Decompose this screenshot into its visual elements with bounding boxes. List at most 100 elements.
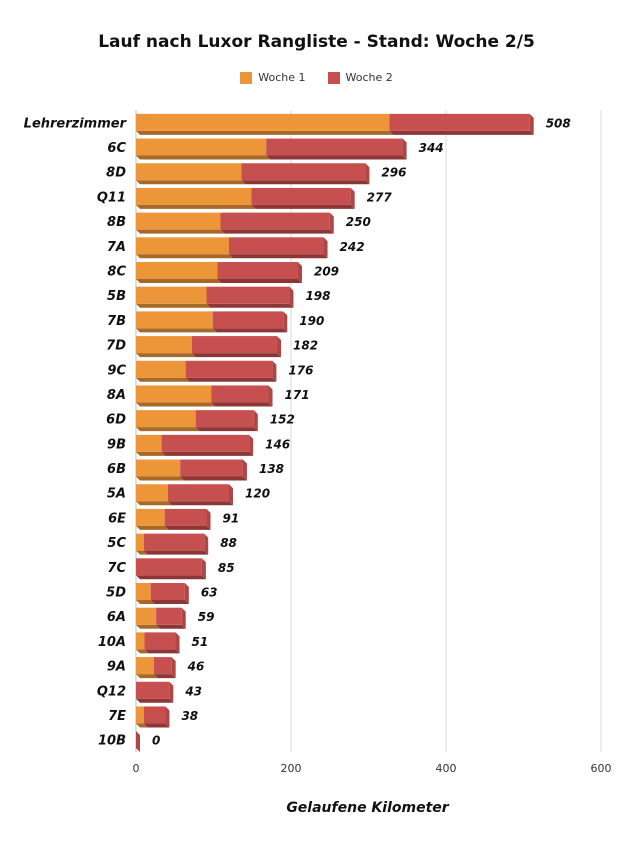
bar-segment-woche2 [136,558,202,576]
bar-3d-side [350,187,355,209]
bar-3d-side [402,138,407,160]
bar-segment-woche2 [195,410,254,428]
bar-3d-bottom [136,155,271,160]
bar-segment-woche1 [136,583,151,600]
bar-3d-bottom [136,377,190,382]
bar-segment-woche1 [136,336,192,354]
bar-segment-woche1 [136,434,162,452]
data-label-total: 38 [181,709,198,723]
bar-3d-side [184,583,189,604]
bar-segment-woche2 [251,187,351,205]
data-label-total: 242 [340,240,365,254]
bar-3d-bottom [136,328,217,333]
bar-3d-bottom [136,353,196,358]
data-label-total: 190 [299,314,324,328]
bar-segment-woche1 [136,632,145,650]
bar-segment-woche2 [150,583,185,600]
bar-3d-bottom [153,674,176,679]
bar-3d-bottom [136,649,149,654]
bar-3d-side [242,459,247,481]
data-label-total: 296 [381,166,406,180]
data-label-total: 250 [346,215,371,229]
y-category-label: 6A [107,610,126,625]
bar-3d-bottom [136,723,148,728]
y-category-label: 6C [107,141,126,156]
data-label-total: 209 [314,265,339,279]
bar-3d-bottom [212,328,288,333]
bar-3d-side [268,385,273,407]
bar-segment-woche2 [266,138,403,156]
bar-segment-woche1 [136,706,144,724]
bar-3d-bottom [136,575,206,580]
data-label-total: 146 [265,437,290,451]
data-label-total: 138 [259,462,284,476]
bar-3d-side [165,706,170,728]
data-label-total: 182 [293,339,318,353]
bar-segment-woche2 [156,607,182,625]
bar-3d-bottom [211,402,273,407]
bar-segment-woche1 [136,163,242,181]
bar-3d-bottom [136,501,172,506]
legend-item-woche1: Woche 1 [240,71,306,84]
bar-segment-woche2 [161,434,250,452]
bar-segment-woche2 [206,286,290,304]
bar-3d-side [181,607,186,629]
data-label-total: 63 [201,586,218,600]
bar-segment-woche1 [136,187,252,205]
data-label-total: 176 [288,363,313,377]
bar-3d-bottom [144,649,180,654]
bar-3d-bottom [136,254,233,259]
bar-segment-woche1 [136,262,218,279]
bar-segment-woche2 [164,508,207,526]
y-category-label: 10A [98,635,126,650]
y-category-label: 5A [107,487,126,502]
y-category-label: 5B [107,289,126,304]
x-tick-label: 600 [591,762,612,775]
y-category-label: 7B [107,314,126,329]
bar-segment-woche2 [167,484,229,502]
bar-3d-bottom [220,229,334,234]
bar-3d-side [323,237,328,259]
y-category-label: 6B [107,462,126,477]
bar-3d-side [253,410,258,432]
data-label-total: 0 [152,734,160,748]
bar-3d-bottom [217,279,302,283]
bar-3d-bottom [185,377,277,382]
data-label-total: 277 [367,190,393,204]
data-label-total: 171 [285,388,310,402]
bar-segment-woche2 [389,113,530,131]
bar-3d-bottom [167,501,233,506]
x-tick-label: 400 [436,762,457,775]
y-category-label: Q12 [97,684,126,699]
bar-3d-side [206,508,211,530]
bar-3d-side [329,212,334,234]
bar-3d-bottom [180,476,247,481]
bar-3d-bottom [136,550,148,555]
bar-3d-side [204,533,209,555]
bar-3d-side [169,681,174,703]
bar-segment-woche2 [153,657,172,675]
bar-segment-woche1 [136,410,196,428]
bar-segment-woche2 [241,163,366,181]
bar-3d-bottom [136,402,216,407]
y-category-label: 8C [107,265,126,280]
y-category-label: Lehrerzimmer [24,116,128,131]
data-label-total: 152 [270,413,295,427]
y-category-label: 7C [107,561,126,576]
data-label-total: 91 [223,511,240,525]
x-tick-label: 200 [281,762,302,775]
bar-3d-side [249,434,254,456]
legend-swatch-woche2 [327,71,340,84]
bar-segment-woche2 [191,336,278,354]
y-category-label: 7E [108,709,126,724]
bar-3d-side [277,336,282,358]
bar-segment-woche1 [136,113,390,131]
bar-3d-bottom [136,204,256,209]
chart-title: Lauf nach Luxor Rangliste - Stand: Woche… [98,32,535,52]
bar-segment-woche2 [217,262,298,279]
x-axis-title: Gelaufene Kilometer [286,800,449,816]
y-category-label: 8D [106,166,126,181]
bar-3d-bottom [136,427,200,432]
